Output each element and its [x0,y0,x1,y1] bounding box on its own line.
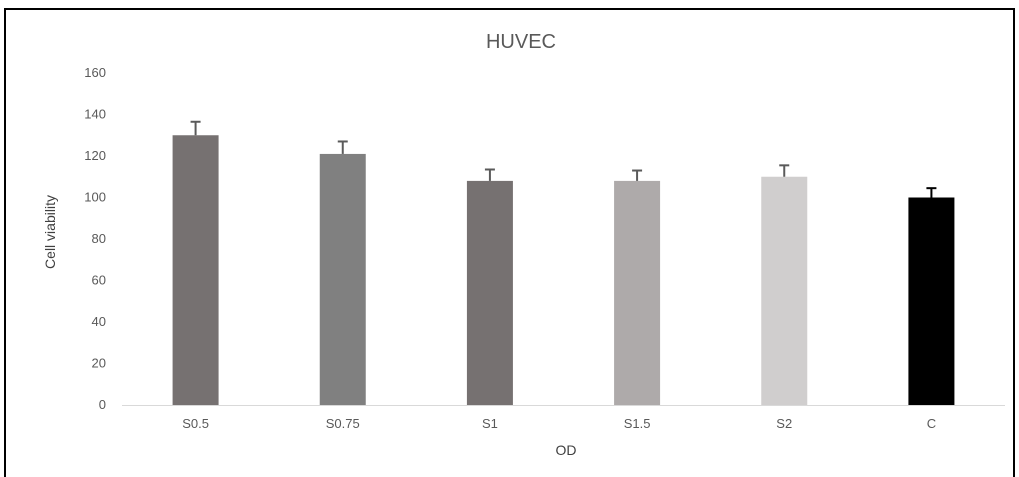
bar [319,153,366,405]
x-tick-label: S1.5 [624,416,651,431]
y-tick-label: 80 [92,231,106,246]
error-bar [337,140,348,154]
error-bar [190,120,201,136]
bar [466,180,513,405]
y-tick-label: 120 [84,148,106,163]
x-tick-label: S0.75 [326,416,360,431]
y-tick-label: 140 [84,107,106,122]
x-axis-label: OD [556,442,577,458]
error-bar [632,169,643,181]
error-bar [779,164,790,177]
y-tick-labels: 0 20 40 60 80 100 120 140 160 [84,65,106,412]
y-axis-label: Cell viability [42,195,58,269]
error-bar [926,187,937,198]
y-tick-label: 100 [84,190,106,205]
bar [614,180,661,405]
bars [172,135,955,405]
x-tick-label: S0.5 [182,416,209,431]
x-tick-label: S1 [482,416,498,431]
error-bar [484,168,495,181]
x-tick-labels: S0.5 S0.75 S1 S1.5 S2 C [182,416,936,431]
bar [761,176,808,405]
error-bars [190,120,937,198]
y-tick-label: 20 [92,356,106,371]
y-tick-label: 160 [84,65,106,80]
bar [172,135,219,405]
x-tick-label: S2 [776,416,792,431]
y-tick-label: 0 [99,397,106,412]
x-tick-label: C [927,416,936,431]
y-tick-label: 60 [92,273,106,288]
chart-title: HUVEC [486,31,556,53]
bar [908,197,955,405]
y-tick-label: 40 [92,314,106,329]
